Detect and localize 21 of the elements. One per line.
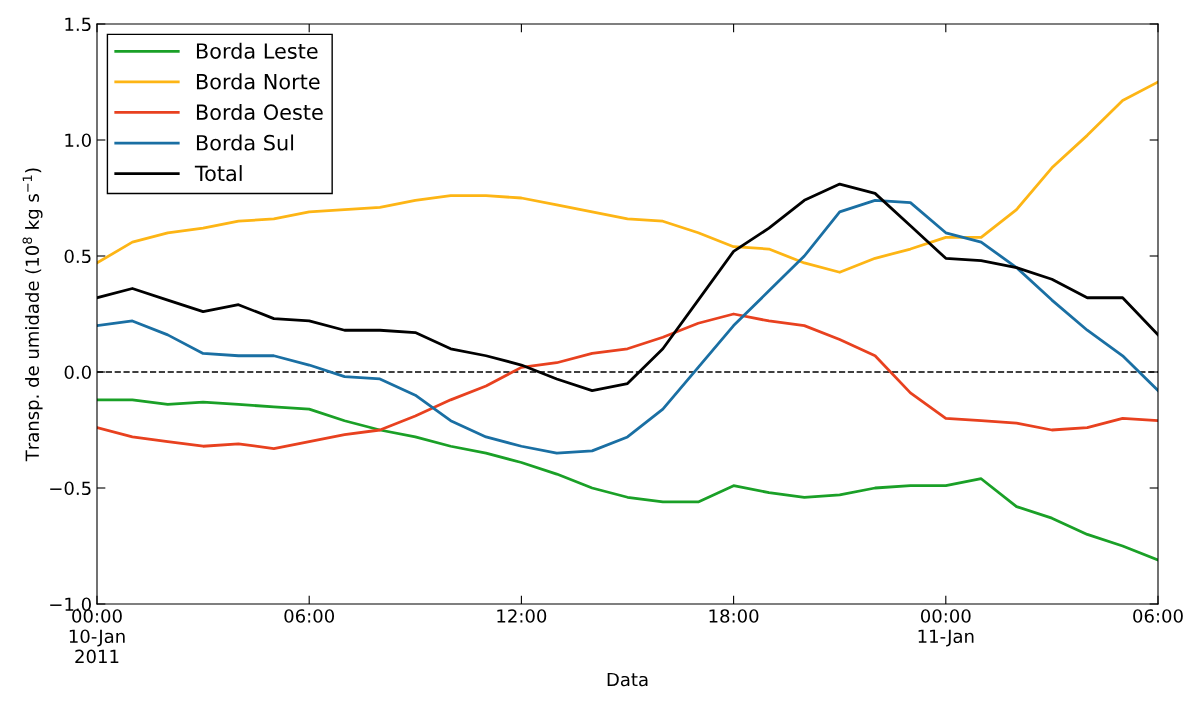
legend-label: Borda Oeste bbox=[196, 103, 323, 121]
y-tick-label: 0.0 bbox=[64, 365, 91, 380]
y-axis-title: Transp. de umidade (10$^{8}$ kg s$^{−1}$) bbox=[22, 168, 43, 462]
y-tick-label: −1.0 bbox=[50, 597, 91, 612]
legend-label: Borda Norte bbox=[196, 73, 320, 90]
x-tick-label: 06:00 bbox=[284, 609, 335, 623]
x-tick-label: 06:00 bbox=[1133, 609, 1183, 623]
legend-label: Borda Leste bbox=[196, 42, 318, 59]
y-tick-label: 1.0 bbox=[65, 133, 91, 148]
y-tick-label: 0.5 bbox=[64, 249, 91, 264]
line-series bbox=[97, 398, 1158, 562]
x-axis-title: Data bbox=[607, 672, 648, 687]
y-tick-label: −0.5 bbox=[50, 481, 91, 496]
x-tick-label: 12:00 bbox=[497, 609, 547, 623]
line-series bbox=[97, 198, 1158, 455]
legend-label: Total bbox=[194, 165, 242, 182]
legend-label: Borda Sul bbox=[196, 134, 294, 151]
y-tick-label: 1.5 bbox=[65, 17, 91, 32]
line-series bbox=[97, 312, 1158, 450]
x-tick-label: 18:00 bbox=[709, 609, 759, 623]
x-tick-label: 00:00 11-Jan bbox=[918, 609, 974, 647]
